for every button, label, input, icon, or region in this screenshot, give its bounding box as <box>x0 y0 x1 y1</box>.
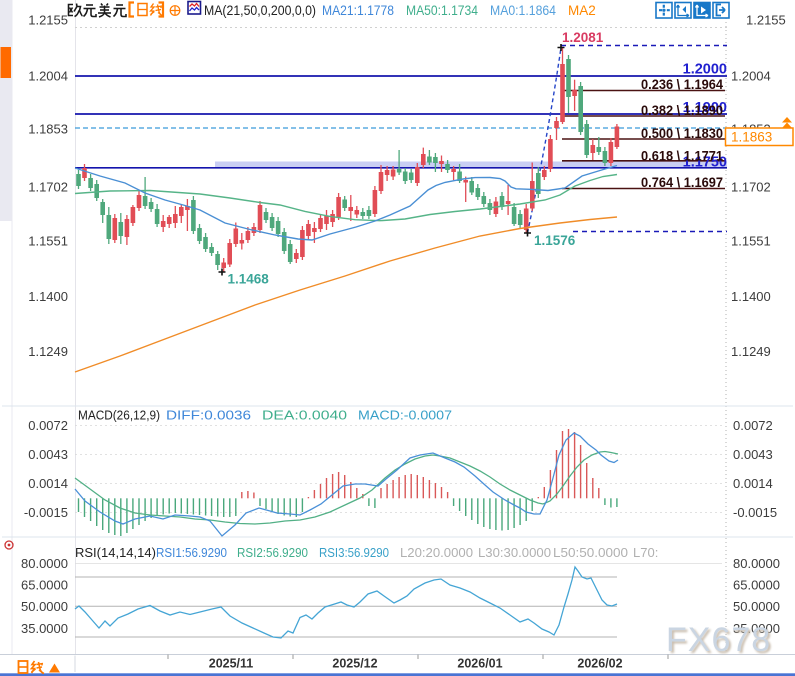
svg-text:1.1249: 1.1249 <box>731 344 771 359</box>
svg-text:80.0000: 80.0000 <box>21 556 68 571</box>
svg-text:0.0072: 0.0072 <box>28 418 68 433</box>
svg-text:0.236 \ 1.1964: 0.236 \ 1.1964 <box>641 77 723 92</box>
svg-text:MA50:1.1734: MA50:1.1734 <box>406 3 478 18</box>
svg-text:1.1750: 1.1750 <box>683 155 727 171</box>
svg-text:RSI3:56.9290: RSI3:56.9290 <box>319 545 389 560</box>
svg-text:2025/12: 2025/12 <box>332 657 377 671</box>
svg-text:0.0014: 0.0014 <box>28 476 68 491</box>
svg-text:35.0000: 35.0000 <box>21 621 68 636</box>
svg-text:50.0000: 50.0000 <box>733 599 780 614</box>
svg-text:1.1400: 1.1400 <box>28 289 68 304</box>
svg-text:RSI2:56.9290: RSI2:56.9290 <box>237 545 308 560</box>
svg-text:1.2155: 1.2155 <box>746 13 786 28</box>
svg-text:0.382 \ 1.1890: 0.382 \ 1.1890 <box>641 103 723 118</box>
svg-text:35.0000: 35.0000 <box>733 621 780 636</box>
svg-text:DIFF:0.0036: DIFF:0.0036 <box>166 408 251 423</box>
svg-text:0.764 \ 1.1697: 0.764 \ 1.1697 <box>641 175 723 190</box>
svg-text:1.2004: 1.2004 <box>28 69 68 84</box>
svg-text:-0.0015: -0.0015 <box>733 505 777 520</box>
svg-text:1.1702: 1.1702 <box>28 180 68 195</box>
svg-text:1.1468: 1.1468 <box>228 272 270 287</box>
svg-text:1.1551: 1.1551 <box>28 234 68 249</box>
svg-text:0.0043: 0.0043 <box>733 447 773 462</box>
svg-text:MACD(26,12,9): MACD(26,12,9) <box>78 408 160 423</box>
svg-text:1.2155: 1.2155 <box>28 13 68 28</box>
svg-text:65.0000: 65.0000 <box>21 578 68 593</box>
svg-text:1.2000: 1.2000 <box>683 62 727 78</box>
svg-text:0.618 \ 1.1771: 0.618 \ 1.1771 <box>641 149 723 164</box>
svg-text:1.2081: 1.2081 <box>562 30 604 45</box>
svg-text:1.2004: 1.2004 <box>731 69 771 84</box>
svg-text:RSI1:56.9290: RSI1:56.9290 <box>156 545 227 560</box>
svg-text:2026/02: 2026/02 <box>577 657 622 671</box>
svg-text:L70:: L70: <box>633 545 658 560</box>
svg-text:FX678: FX678 <box>666 621 771 659</box>
svg-text:MA21:1.1778: MA21:1.1778 <box>322 3 394 18</box>
svg-text:1.1400: 1.1400 <box>731 289 771 304</box>
svg-text:DEA:0.0040: DEA:0.0040 <box>262 408 347 423</box>
svg-text:L20:20.0000: L20:20.0000 <box>400 545 473 560</box>
svg-text:1.1576: 1.1576 <box>534 233 576 248</box>
svg-text:0.0072: 0.0072 <box>733 418 773 433</box>
svg-text:0.0014: 0.0014 <box>733 476 773 491</box>
svg-text:1.1900: 1.1900 <box>683 100 727 116</box>
svg-text:MA0:1.1864: MA0:1.1864 <box>490 3 556 18</box>
svg-text:0.0043: 0.0043 <box>28 447 68 462</box>
svg-text:1.1551: 1.1551 <box>731 234 771 249</box>
svg-text:50.0000: 50.0000 <box>21 599 68 614</box>
svg-text:1.1863: 1.1863 <box>731 130 772 145</box>
svg-text:0.500 \ 1.1830: 0.500 \ 1.1830 <box>641 126 723 141</box>
svg-text:1.1249: 1.1249 <box>28 344 68 359</box>
svg-text:1.1853: 1.1853 <box>28 122 68 137</box>
svg-text:RSI(14,14,14): RSI(14,14,14) <box>75 545 156 560</box>
svg-text:MACD:-0.0007: MACD:-0.0007 <box>358 408 452 423</box>
svg-text:-0.0015: -0.0015 <box>24 505 68 520</box>
svg-text:2025/11: 2025/11 <box>209 657 254 671</box>
svg-text:MA(21,50,0,200,0,0): MA(21,50,0,200,0,0) <box>204 3 316 18</box>
svg-text:MA2: MA2 <box>568 3 596 18</box>
svg-text:80.0000: 80.0000 <box>733 556 780 571</box>
svg-text:L30:30.0000: L30:30.0000 <box>478 545 551 560</box>
svg-text:1.1702: 1.1702 <box>731 180 771 195</box>
svg-text:L50:50.0000: L50:50.0000 <box>553 545 628 560</box>
svg-text:65.0000: 65.0000 <box>733 578 780 593</box>
svg-text:2026/01: 2026/01 <box>457 657 502 671</box>
